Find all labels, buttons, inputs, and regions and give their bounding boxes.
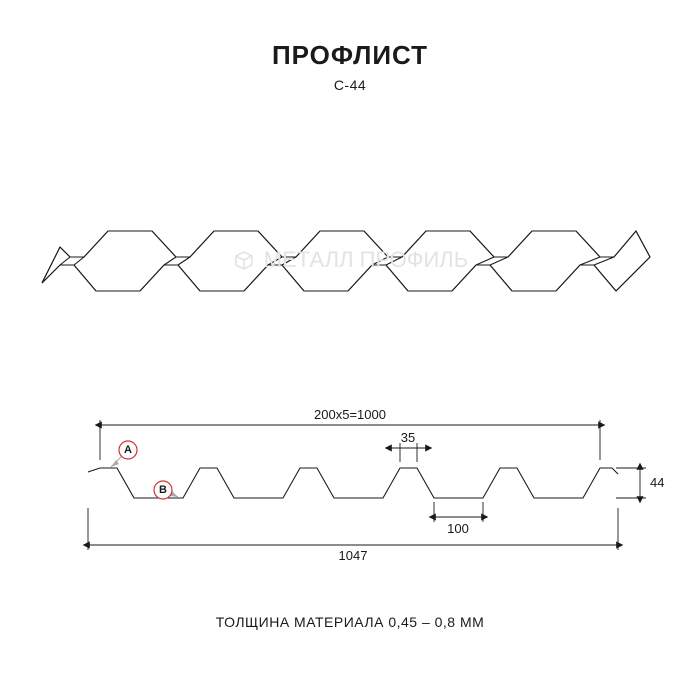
model-code: С-44 — [0, 77, 700, 93]
page-title: ПРОФЛИСТ — [0, 40, 700, 71]
dim-bottomflat-label: 100 — [447, 521, 469, 536]
footer-note: ТОЛЩИНА МАТЕРИАЛА 0,45 – 0,8 ММ — [0, 614, 700, 630]
dim-overall-label: 1047 — [339, 548, 368, 563]
watermark-text: МЕТАЛЛ ПРОФИЛЬ — [264, 247, 468, 273]
dim-topflat-label: 35 — [401, 430, 415, 445]
title-block: ПРОФЛИСТ С-44 — [0, 40, 700, 93]
watermark-icon — [232, 247, 258, 273]
marker-b-label: B — [159, 484, 167, 496]
dim-pitch-label: 200х5=1000 — [314, 407, 386, 422]
isometric-profile-drawing — [0, 155, 700, 325]
cross-section-drawing: 200х5=1000 35 100 44 1047 A B — [0, 390, 700, 580]
marker-a-label: A — [124, 444, 132, 456]
watermark: МЕТАЛЛ ПРОФИЛЬ — [232, 247, 468, 273]
dim-height-label: 44 — [650, 475, 664, 490]
